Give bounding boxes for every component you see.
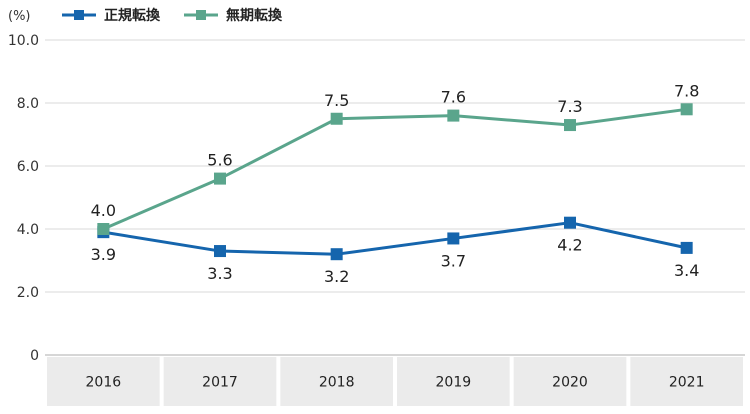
category-band-2016 (47, 357, 160, 406)
series-line-1 (102, 107, 687, 231)
series-0-data-label-2017: 3.3 (207, 264, 232, 283)
series-0-data-label-2016: 3.9 (91, 245, 116, 264)
x-tick-label-2017: 2017 (202, 375, 238, 391)
series-1-data-label-2016: 4.0 (91, 201, 116, 220)
category-band-2017 (163, 357, 277, 406)
series-1-data-label-2017: 5.6 (207, 151, 232, 170)
series-1-marker-2017 (214, 172, 226, 185)
series-0-marker-2021 (680, 241, 693, 254)
category-band-2021 (630, 357, 743, 406)
series-0-marker-2017 (214, 245, 226, 258)
legend-swatch-marker-regular (74, 10, 84, 20)
x-tick-label-2020: 2020 (552, 375, 588, 391)
series-0-data-label-2018: 3.2 (324, 267, 349, 286)
y-tick-label-4: 8.0 (17, 96, 39, 112)
category-band-2019 (397, 357, 510, 406)
series-1-marker-2018 (330, 112, 343, 125)
x-tick-label-2019: 2019 (436, 375, 472, 391)
legend: 正規転換 無期転換 (62, 7, 283, 24)
y-tick-label-5: 10.0 (8, 33, 39, 49)
data-labels: 3.9 3.3 3.2 3.7 4.2 3.4 4.0 5.6 7.5 7.6 7.3 7.8 (91, 81, 700, 286)
category-band-2020 (513, 357, 627, 406)
legend-label-regular: 正規転換 (104, 7, 161, 24)
legend-swatch-marker-indefinite (196, 10, 206, 20)
x-tick-label-2021: 2021 (669, 375, 705, 391)
gridlines (45, 39, 745, 356)
series-1-marker-2016 (97, 223, 110, 235)
legend-label-indefinite: 無期転換 (226, 7, 283, 24)
y-axis-ticks: 0 2.0 4.0 6.0 8.0 10.0 (8, 33, 39, 364)
y-tick-label-0: 0 (30, 348, 39, 364)
x-axis-categories: 2016 2017 2018 2019 2020 2021 (47, 357, 743, 406)
series-0-data-label-2019: 3.7 (441, 251, 466, 270)
x-tick-label-2018: 2018 (319, 375, 355, 391)
series-line-0 (103, 221, 687, 256)
series-layer (97, 103, 693, 261)
y-tick-label-2: 4.0 (17, 222, 39, 238)
series-1-data-label-2018: 7.5 (324, 91, 349, 110)
series-0-marker-2020 (564, 216, 576, 229)
series-0-data-label-2020: 4.2 (557, 236, 582, 255)
series-1-data-label-2019: 7.6 (441, 88, 466, 107)
legend-item-regular: 正規転換 (62, 7, 161, 24)
series-1-data-label-2020: 7.3 (557, 97, 582, 116)
series-1-data-label-2021: 7.8 (674, 81, 699, 100)
x-tick-label-2016: 2016 (86, 375, 122, 391)
series-0-data-label-2021: 3.4 (674, 261, 699, 280)
y-tick-label-3: 6.0 (17, 159, 39, 175)
series-1-marker-2019 (447, 109, 460, 122)
series-1-marker-2020 (564, 119, 576, 132)
series-0-marker-2018 (330, 248, 343, 261)
series-0-marker-2019 (447, 232, 460, 245)
y-axis-unit-label: (%) (8, 9, 31, 24)
y-tick-label-1: 2.0 (17, 285, 39, 301)
series-1-marker-2021 (680, 103, 693, 116)
legend-item-indefinite: 無期転換 (184, 7, 283, 24)
category-band-2018 (280, 357, 393, 406)
